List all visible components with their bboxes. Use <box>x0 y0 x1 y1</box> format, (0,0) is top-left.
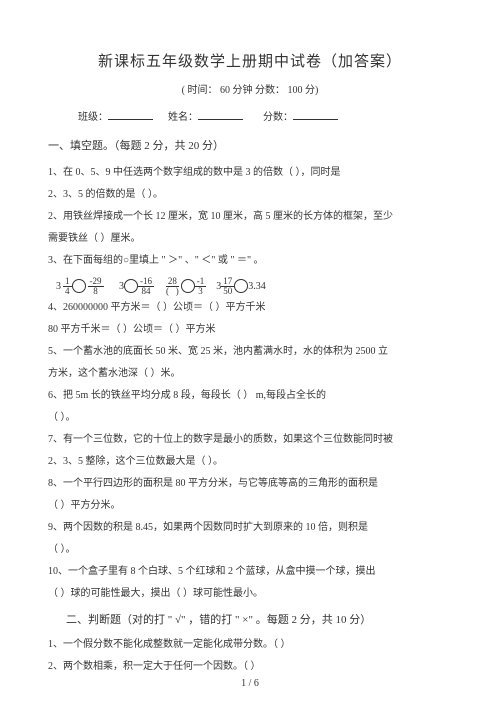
q2-line1: 2、用铁丝焊接成一个长 12 厘米，宽 10 厘米，高 5 厘米的长方体的框架，… <box>48 207 452 226</box>
q3a-pre: 3 <box>56 281 61 292</box>
label-name: 姓名： <box>168 112 198 123</box>
q7-line2: 2、3、5 整除，这个三位数最大是（ ）。 <box>48 452 452 471</box>
q3d-suf: 3.34 <box>248 281 266 292</box>
section1-heading: 一、填空题。（每题 2 分，共 20 分） <box>48 137 452 153</box>
section2-heading: 二、判断题（对的打 " √" ，错的打 " ×" 。每题 2 分，共 10 分） <box>48 611 452 627</box>
q9-line1: 9、两个因数的积是 8.45，如果两个因数同时扩大到原来的 10 倍，则积是 <box>48 518 452 537</box>
q1-line1: 1、在 0、5、9 中任选两个数字组成的数中是 3 的倍数（ ），同时是 <box>48 163 452 182</box>
q9-line2: （ ）。 <box>48 540 452 559</box>
q3d-frac: 1750 <box>221 277 234 296</box>
compare-circle-2 <box>124 279 138 293</box>
q3-head: 3、在下面每组的○里填上 " ＞" 、" ＜" 或 " ＝" 。 <box>48 251 452 270</box>
q8-line2: （ ）平方分米。 <box>48 496 452 515</box>
q1-line2: 2、3、5 的倍数的是（ ）。 <box>48 185 452 204</box>
page-number: 1 / 6 <box>0 678 500 689</box>
info-line: 班级： 姓名： 分数： <box>48 108 452 123</box>
q4-line1: 4、260000000 平方米＝（ ）公顷＝（ ）平方千米 <box>48 298 452 317</box>
label-class: 班级： <box>78 112 108 123</box>
q2-line2: 需要铁丝（ ）厘米。 <box>48 229 452 248</box>
blank-class <box>108 109 153 120</box>
q10-line1: 10、一个盒子里有 8 个白球、5 个红球和 2 个蓝球，从盒中摸一个球，摸出 <box>48 562 452 581</box>
blank-score <box>293 109 338 120</box>
label-score: 分数： <box>263 112 293 123</box>
q3c-frac2: -13 <box>195 277 207 296</box>
q7-line1: 7、有一个三位数，它的十位上的数字是最小的质数，如果这个三位数能同时被 <box>48 430 452 449</box>
blank-name <box>198 109 243 120</box>
q3a-mid: -298 <box>88 276 104 296</box>
q8-line1: 8、一个平行四边形的面积是 80 平方分米，与它等底等高的三角形的面积是 <box>48 474 452 493</box>
page-title: 新课标五年级数学上册期中试卷（加答案） <box>48 50 452 71</box>
j1: 1、一个假分数不能化成整数就一定能化成带分数。（ ） <box>48 635 452 654</box>
q6-line1: 6、把 5m 长的铁丝平均分成 8 段，每段长（ ） m,每段占全长的 <box>48 386 452 405</box>
subtitle: ( 时间： 60 分钟 分数： 100 分) <box>48 81 452 96</box>
q6-line2: （ ）。 <box>48 408 452 427</box>
q5-line1: 5、一个蓄水池的底面长 50 米、宽 25 米，池内蓄满水时，水的体积为 250… <box>48 342 452 361</box>
q3a-frac1: 14 <box>63 277 72 296</box>
q10-line2: （ ）球的可能性最大，摸出（ ）球可能性最小。 <box>48 584 452 603</box>
compare-circle-3 <box>181 279 195 293</box>
compare-circle-4 <box>234 279 248 293</box>
q3c-frac: 28( ) <box>164 277 181 296</box>
q5-line2: 方米，这个蓄水池深（ ）米。 <box>48 364 452 383</box>
q3-compare-row: 3 14 -298 3 -1684 28( ) -13 3 1750 3.34 <box>56 276 452 296</box>
compare-circle-1 <box>72 279 86 293</box>
j2: 2、两个数相乘，积一定大于任何一个因数。（ ） <box>48 657 452 676</box>
q4-line2: 80 平方千米＝（ ）公顷＝（ ）平方米 <box>48 320 452 339</box>
q3b-frac: -1684 <box>138 277 154 296</box>
